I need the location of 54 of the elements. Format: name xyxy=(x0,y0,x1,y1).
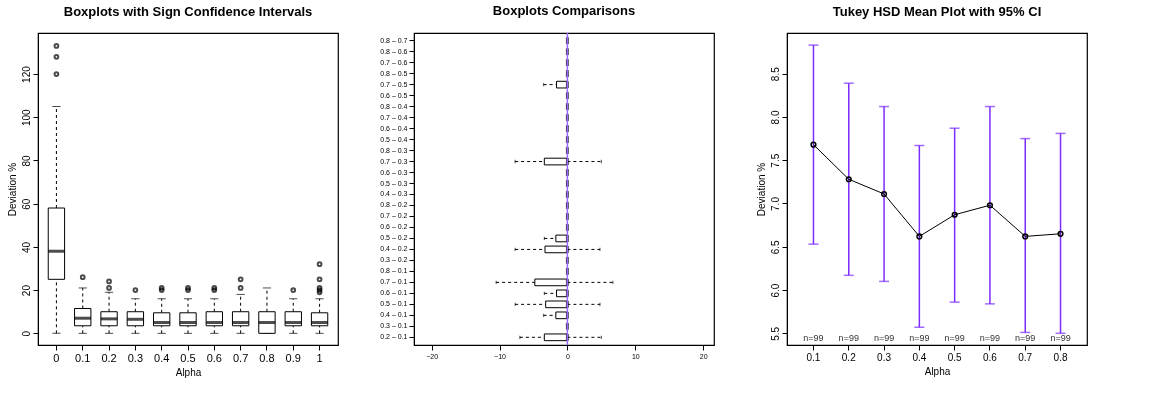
point xyxy=(880,190,888,198)
y-tick-label: 7.5 xyxy=(769,153,781,168)
point xyxy=(986,202,994,209)
point xyxy=(845,176,852,183)
annotation: n=99 xyxy=(1015,333,1036,343)
chart-title: Boxplots Comparisons xyxy=(492,3,636,19)
y-tick-label: 100 xyxy=(20,108,32,127)
x-tick-label: 0.3 xyxy=(127,351,144,364)
x-tick-label: 0.7 xyxy=(232,351,249,364)
x-tick-label: 0.8 xyxy=(1053,351,1068,363)
x-tick-label: 0.5 xyxy=(947,351,963,363)
x-tick-label: 0.4 xyxy=(154,351,170,364)
x-axis-title: Alpha xyxy=(175,366,202,378)
x-tick-label: 0.2 xyxy=(841,351,857,363)
x-tick-label: 0.3 xyxy=(877,351,892,363)
annotation: n=99 xyxy=(1050,333,1071,343)
annotation: n=99 xyxy=(873,333,895,343)
annotation: n=99 xyxy=(909,333,930,343)
y-tick-label: 60 xyxy=(20,198,32,210)
x-tick-label: 0.6 xyxy=(982,351,998,363)
x-tick-label: 0.8 xyxy=(259,351,275,364)
x-tick-label: 0.6 xyxy=(206,351,222,364)
y-axis-title: Deviation % xyxy=(6,162,18,217)
x-axis-title: Alpha xyxy=(924,365,951,377)
point xyxy=(916,233,923,240)
y-tick-label: 120 xyxy=(20,65,32,83)
annotation: n=99 xyxy=(944,333,965,343)
y-axis-title: Deviation % xyxy=(755,162,767,217)
x-tick-label: 0 xyxy=(53,351,60,364)
x-tick-label: 0.5 xyxy=(180,351,196,364)
annotation: n=99 xyxy=(803,333,824,343)
y-tick-label: 5.5 xyxy=(769,326,781,341)
y-tick-label: 8.0 xyxy=(769,110,781,125)
annotation: n=99 xyxy=(838,333,859,343)
point xyxy=(1022,233,1029,240)
y-tick-label: 0 xyxy=(20,330,32,337)
y-tick-label: 20 xyxy=(20,284,32,297)
x-tick-label: 0.4 xyxy=(912,351,927,363)
x-tick-label: 0.1 xyxy=(806,351,821,363)
x-tick-label: 0.7 xyxy=(1018,351,1033,363)
annotation: n=99 xyxy=(979,333,1001,343)
x-tick-label: 0.2 xyxy=(101,351,117,364)
x-tick-label: 1 xyxy=(316,351,323,364)
y-tick-label: 8.5 xyxy=(769,66,781,82)
y-tick-label: 40 xyxy=(20,241,32,253)
point xyxy=(951,211,958,218)
y-tick-label: 6.5 xyxy=(769,239,781,255)
x-tick-label: 0.9 xyxy=(285,351,301,364)
chart-title: Tukey HSD Mean Plot with 95% CI xyxy=(832,4,1042,19)
y-tick-label: 6.0 xyxy=(769,283,781,298)
y-tick-label: 80 xyxy=(20,154,32,167)
x-tick-label: 0.1 xyxy=(75,351,91,364)
chart-title: Boxplots with Sign Confidence Intervals xyxy=(63,4,313,19)
y-tick-label: 7.0 xyxy=(769,196,781,211)
